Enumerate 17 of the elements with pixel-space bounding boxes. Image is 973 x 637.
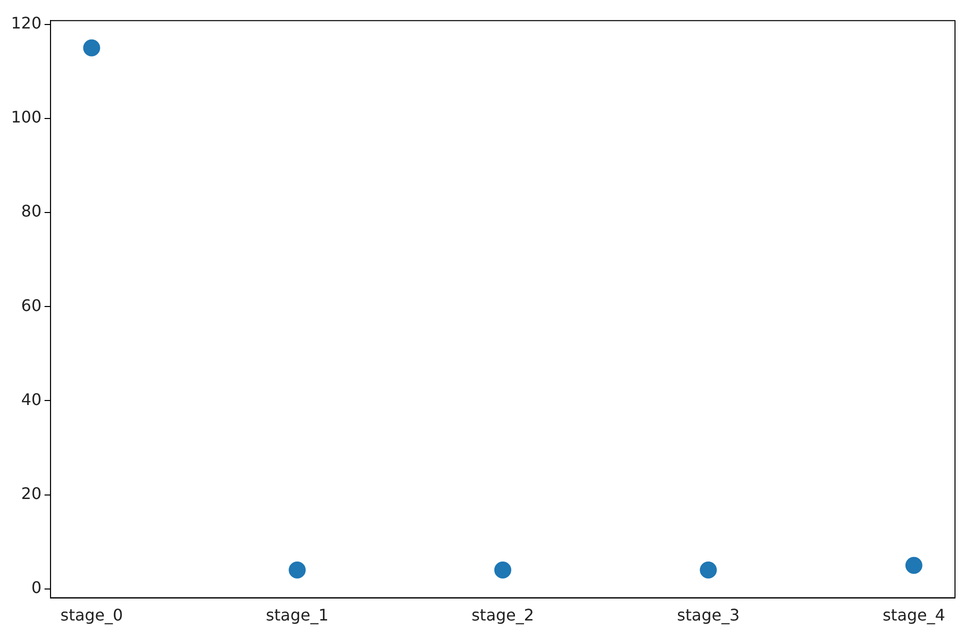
x-tick-label: stage_2 (471, 606, 534, 625)
point (82, 38, 102, 58)
y-tick-label: 20 (21, 484, 42, 503)
y-tick-label: 80 (21, 202, 42, 221)
point (904, 556, 924, 575)
x-tick-label: stage_4 (882, 606, 946, 625)
y-tick-label: 120 (10, 14, 42, 33)
y-tick-label: 60 (21, 296, 42, 315)
point (698, 560, 718, 580)
y-tick-label: 40 (21, 390, 42, 409)
x-tick-label: stage_0 (60, 606, 123, 625)
x-tick-label: stage_1 (266, 606, 329, 625)
point (493, 560, 512, 580)
y-tick-label: 100 (10, 108, 42, 127)
y-tick-label: 0 (31, 578, 42, 598)
point (288, 560, 307, 580)
x-tick-label: stage_3 (677, 606, 740, 625)
